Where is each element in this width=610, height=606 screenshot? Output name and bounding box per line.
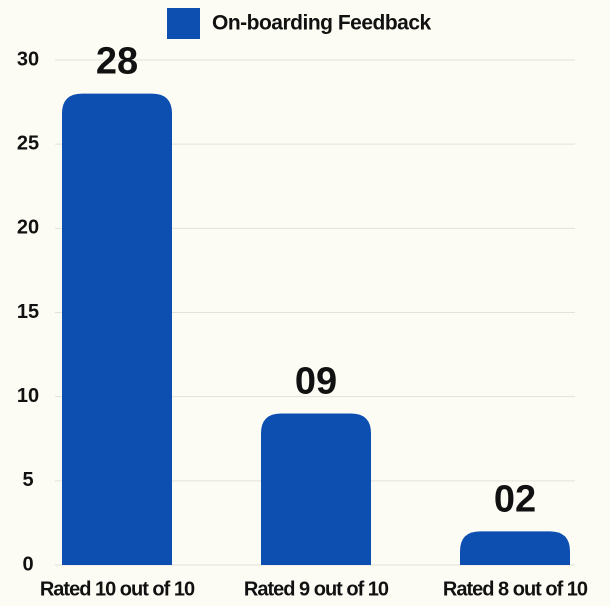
y-tick-label: 15 — [17, 301, 39, 323]
y-tick-label: 20 — [17, 217, 39, 239]
data-label: 28 — [96, 41, 138, 83]
y-tick-label: 30 — [17, 48, 39, 70]
bar — [261, 413, 371, 565]
y-tick-label: 25 — [17, 132, 39, 154]
x-tick-label: Rated 8 out of 10 — [443, 578, 588, 600]
x-tick-label: Rated 10 out of 10 — [40, 578, 195, 600]
y-tick-label: 5 — [22, 469, 33, 491]
y-tick-label: 0 — [22, 553, 33, 575]
x-tick-label: Rated 9 out of 10 — [244, 578, 389, 600]
y-tick-label: 10 — [17, 385, 39, 407]
data-label: 09 — [295, 361, 337, 403]
legend-swatch — [167, 8, 200, 39]
legend-label: On-boarding Feedback — [212, 12, 432, 35]
data-label: 02 — [494, 478, 536, 520]
bar — [460, 531, 570, 565]
bar — [62, 93, 172, 566]
